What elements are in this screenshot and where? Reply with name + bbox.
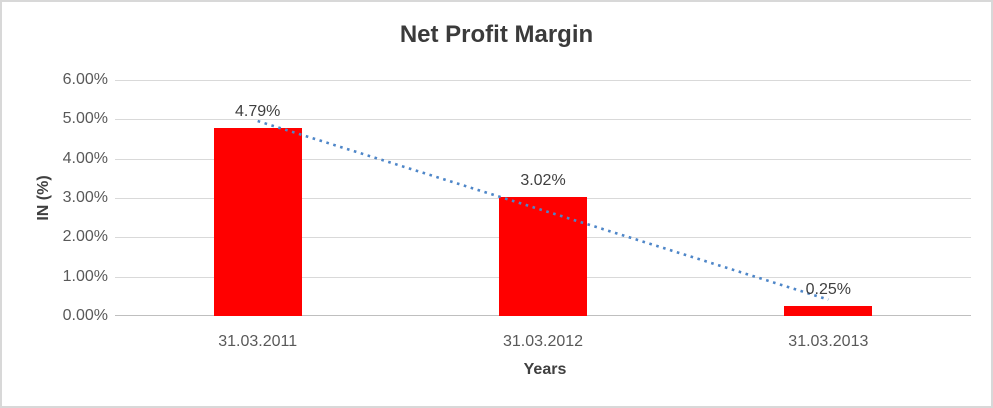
bar [784, 306, 873, 316]
chart-title: Net Profit Margin [399, 21, 594, 48]
y-tick-label: 5.00% [62, 110, 108, 128]
x-tick-label: 31.03.2013 [788, 333, 869, 350]
gridline [115, 80, 971, 81]
x-tick-label: 31.03.2011 [218, 333, 298, 350]
y-tick-label: 4.00% [62, 149, 108, 167]
data-label: 3.02% [520, 172, 566, 190]
data-label: 4.79% [234, 102, 281, 120]
y-axis-tick-labels: 0.00% 1.00% 2.00% 3.00% 4.00% 5.00% 6.00% [2, 71, 108, 324]
y-tick-label: 1.00% [62, 267, 108, 285]
plot-area: 4.79% 3.02% 0.25% [115, 80, 971, 316]
x-tick-label: 31.03.2012 [502, 333, 584, 350]
y-tick-label: 3.00% [62, 189, 108, 206]
data-label: 0.25% [805, 281, 852, 299]
y-tick-label: 0.00% [62, 307, 108, 324]
y-tick-label: 6.00% [62, 71, 108, 88]
x-axis-title: Years [523, 361, 567, 378]
y-tick-label: 2.00% [62, 228, 108, 246]
